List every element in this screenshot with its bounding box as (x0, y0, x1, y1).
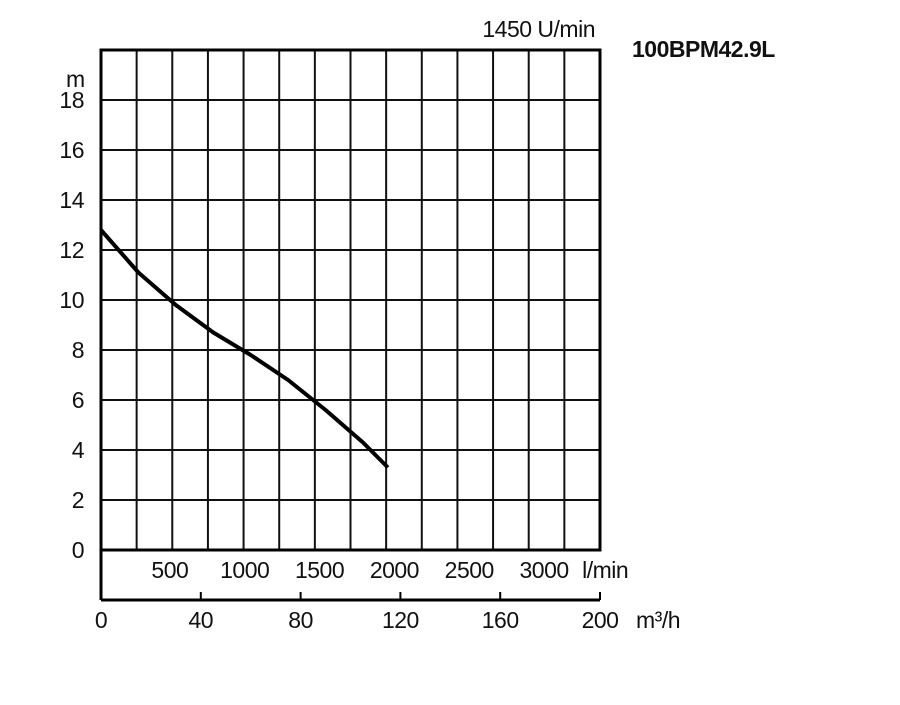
y-tick-label: 0 (72, 537, 84, 563)
y-tick-label: 12 (59, 237, 84, 263)
x-tick-label: 200 (582, 607, 619, 633)
y-tick-label: 10 (59, 287, 84, 313)
x-tick-label: 0 (95, 607, 107, 633)
y-tick-label: 2 (72, 487, 84, 513)
y-tick-label: 8 (72, 337, 84, 363)
x2-tick-label: 1000 (220, 557, 269, 583)
x-tick-label: 120 (382, 607, 419, 633)
y-tick-label: 14 (59, 187, 84, 213)
x-axis-label: m³/h (636, 607, 680, 633)
x2-tick-label: 1500 (295, 557, 344, 583)
y-tick-label: 4 (72, 437, 85, 463)
x-tick-label: 40 (189, 607, 214, 633)
x-tick-label: 80 (288, 607, 313, 633)
y-axis-label: m (66, 66, 85, 92)
x2-tick-label: 2500 (445, 557, 494, 583)
y-tick-label: 6 (72, 387, 84, 413)
speed-label: 1450 U/min (482, 16, 595, 42)
x2-tick-label: 3000 (520, 557, 569, 583)
y-tick-label: 18 (59, 87, 84, 113)
plot-frame (99, 48, 602, 552)
x2-tick-label: 2000 (370, 557, 419, 583)
y-tick-label: 16 (59, 137, 84, 163)
x2-axis-label: l/min (582, 557, 628, 583)
x-tick-label: 160 (482, 607, 519, 633)
chart-title: 100BPM42.9L (632, 36, 775, 62)
head-curve (99, 228, 390, 469)
x2-tick-label: 500 (151, 557, 188, 583)
